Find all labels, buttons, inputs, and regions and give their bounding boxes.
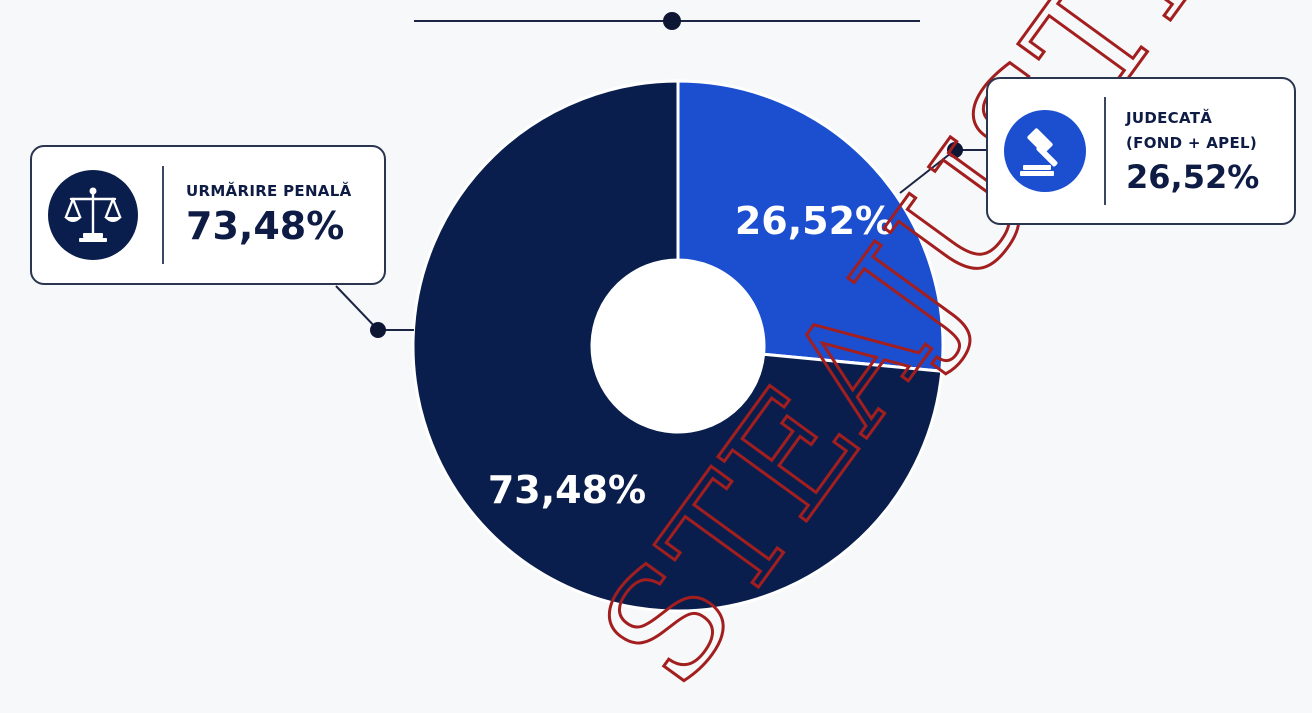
callout-title-line1: JUDECATĂ xyxy=(1126,109,1213,127)
callout-title-line2: (FOND + APEL) xyxy=(1126,134,1258,152)
donut-slice-urmarire-penala xyxy=(411,79,944,613)
scales-of-justice-icon xyxy=(48,170,138,260)
callout-divider xyxy=(162,166,164,264)
donut-slice-judecata xyxy=(676,79,945,373)
connector-right xyxy=(899,142,986,194)
gavel-icon xyxy=(1004,110,1086,192)
slice-label-judecata: 26,52% xyxy=(735,199,893,243)
callout-value: 73,48% xyxy=(186,204,345,248)
callout-divider xyxy=(1104,97,1106,205)
donut-hole xyxy=(593,261,763,431)
donut-slices xyxy=(411,79,945,613)
callout-text: JUDECATĂ (FOND + APEL) 26,52% xyxy=(1126,106,1259,196)
callout-title: URMĂRIRE PENALĂ xyxy=(186,182,352,200)
slice-label-urmarire-penala: 73,48% xyxy=(488,468,646,512)
callout-judecata: JUDECATĂ (FOND + APEL) 26,52% xyxy=(986,77,1296,225)
callout-text: URMĂRIRE PENALĂ 73,48% xyxy=(186,182,352,248)
callout-urmarire-penala: URMĂRIRE PENALĂ 73,48% xyxy=(30,145,386,285)
top-divider-dot xyxy=(663,12,681,30)
callout-value: 26,52% xyxy=(1126,158,1260,196)
connector-left xyxy=(335,285,414,338)
